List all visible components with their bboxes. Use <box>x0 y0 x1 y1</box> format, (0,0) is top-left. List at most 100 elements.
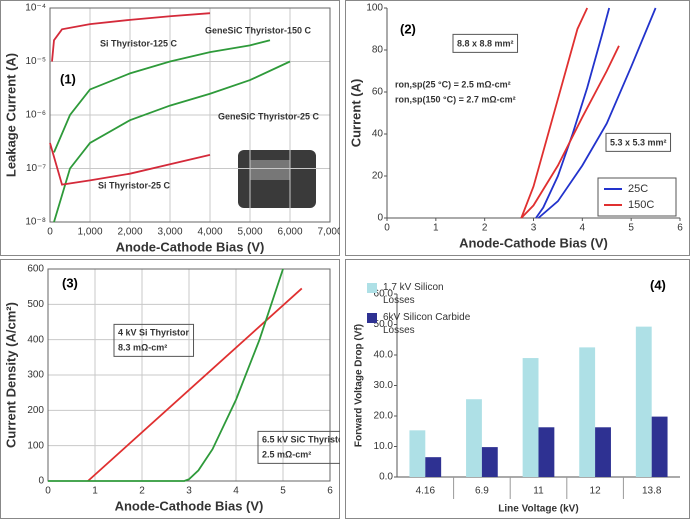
panel-label: (3) <box>62 275 78 290</box>
y-tick-label: 300 <box>27 370 44 381</box>
series-line <box>49 142 211 186</box>
x-tick-label: 3,000 <box>157 227 182 238</box>
bar <box>651 416 668 477</box>
series-line <box>535 7 611 219</box>
y-tick-label: 0 <box>377 213 383 224</box>
x-tick-label: 2,000 <box>117 227 142 238</box>
series-line <box>53 60 291 223</box>
series-label: Si Thyristor-125 C <box>100 38 178 48</box>
x-tick-label: 6 <box>677 223 683 234</box>
legend-label: 25C <box>628 183 648 195</box>
x-tick-label: 7,000 <box>317 227 340 238</box>
y-tick-label: 50.0 <box>374 319 394 330</box>
annotation: 5.3 x 5.3 mm² <box>610 137 667 147</box>
bar <box>538 427 555 477</box>
legend-box <box>597 177 677 217</box>
y-tick-label: 20.0 <box>374 411 394 422</box>
annotation-box <box>605 132 672 152</box>
bar <box>595 427 611 477</box>
y-tick-label: 40.0 <box>374 350 394 361</box>
y-tick-label: 100 <box>366 3 383 14</box>
annotation: 8.3 mΩ-cm² <box>118 342 167 352</box>
x-tick-label: 4 <box>580 223 586 234</box>
x-tick-label: 0 <box>47 227 53 238</box>
panel-3: 0 100 200 300 400 500 600 0 1 2 3 4 5 6 Anode-Cathode … <box>0 259 340 519</box>
series-label: GeneSiC Thyristor-25 C <box>218 111 320 121</box>
y-axis-title: Leakage Current (A) <box>3 53 18 177</box>
series-line <box>537 7 657 219</box>
y-tick-label: 0.0 <box>379 472 393 483</box>
x-axis-title: Anode-Cathode Bias (V) <box>115 498 264 513</box>
y-axis-title: Forward Voltage Drop (Vf) <box>354 324 365 447</box>
series-label: 6.5 kV SiC Thyristor <box>262 434 340 444</box>
x-tick-label: 3 <box>186 486 192 497</box>
chart-2: 0 20 40 60 80 100 0 1 2 3 4 5 6 Anode-Cathode Bias (V… <box>345 0 690 256</box>
chart-3: 0 100 200 300 400 500 600 0 1 2 3 4 5 6 Anode-Cathode … <box>0 259 340 519</box>
series-line <box>53 39 271 153</box>
x-tick-label: 0 <box>384 223 390 234</box>
y-tick-label: 20 <box>372 171 384 182</box>
x-tick-label: 0 <box>45 486 51 497</box>
panel-2: 0 20 40 60 80 100 0 1 2 3 4 5 6 Anode-Cathode Bias (V… <box>345 0 690 256</box>
x-tick-label: 12 <box>590 486 602 497</box>
x-tick-label: 5 <box>280 486 286 497</box>
y-tick-label: 10⁻⁵ <box>25 56 46 67</box>
chart-1: 10⁻⁸ 10⁻⁷ 10⁻⁶ 10⁻⁵ 10⁻⁴ 0 1,000 2,000 3,000 4,00… <box>0 0 340 256</box>
x-axis-title: Line Voltage (kV) <box>498 504 578 515</box>
y-tick-label: 600 <box>27 264 44 275</box>
series-line <box>520 7 589 219</box>
panel-label: (4) <box>650 277 666 292</box>
x-tick-label: 5 <box>628 223 634 234</box>
bar <box>409 430 426 477</box>
x-tick-label: 1 <box>433 223 439 234</box>
x-axis-title: Anode-Cathode Bias (V) <box>459 235 608 250</box>
x-tick-label: 2 <box>139 486 145 497</box>
legend-swatch <box>367 283 377 293</box>
legend-swatch <box>367 313 377 323</box>
x-tick-label: 6,000 <box>277 227 302 238</box>
x-tick-label: 4,000 <box>197 227 222 238</box>
y-tick-label: 100 <box>27 440 44 451</box>
x-tick-label: 5,000 <box>237 227 262 238</box>
panel-1: 10⁻⁸ 10⁻⁷ 10⁻⁶ 10⁻⁵ 10⁻⁴ 0 1,000 2,000 3,000 4,00… <box>0 0 340 256</box>
series-label: 4 kV Si Thyristor <box>118 327 190 337</box>
series-line <box>51 12 211 62</box>
panel-label: (1) <box>60 71 76 86</box>
x-tick-label: 3 <box>531 223 537 234</box>
chart-4: 0.0 10.0 20.0 30.0 40.0 50.0 60.0 Line Voltage … <box>345 259 690 519</box>
series-line <box>48 268 284 482</box>
x-tick-label: 11 <box>533 486 544 497</box>
annotation: 8.8 x 8.8 mm² <box>457 38 514 48</box>
y-tick-label: 500 <box>27 299 44 310</box>
x-axis-title: Anode-Cathode Bias (V) <box>116 239 265 254</box>
bar <box>635 326 652 477</box>
annotation: ron,sp(25 °C) = 2.5 mΩ-cm² <box>395 79 511 89</box>
device-image-top <box>250 160 290 180</box>
panel-border <box>0 259 340 519</box>
annotation-box <box>452 33 519 53</box>
bar <box>522 358 539 477</box>
bar <box>481 447 498 477</box>
bar <box>425 457 442 477</box>
y-tick-label: 40 <box>372 129 384 140</box>
panel-border <box>345 259 690 519</box>
x-tick-label: 1,000 <box>77 227 102 238</box>
annotation: ron,sp(150 °C) = 2.7 mΩ-cm² <box>395 94 516 104</box>
legend-label: 150C <box>628 199 654 211</box>
y-axis-title: Current (A) <box>348 79 363 148</box>
y-tick-label: 60 <box>372 87 384 98</box>
y-tick-label: 10⁻⁷ <box>26 163 46 174</box>
label-box <box>257 430 340 464</box>
series-line <box>520 45 620 219</box>
y-tick-label: 10⁻⁸ <box>25 217 46 228</box>
plot-frame <box>49 7 331 223</box>
y-tick-label: 0 <box>38 476 44 487</box>
y-tick-label: 10⁻⁶ <box>25 110 46 121</box>
bar <box>579 347 596 477</box>
y-tick-label: 30.0 <box>374 380 394 391</box>
y-tick-label: 200 <box>27 405 44 416</box>
y-tick-label: 10.0 <box>374 441 394 452</box>
plot-frame <box>47 268 331 482</box>
series-label: Si Thyristor-25 C <box>98 180 171 190</box>
